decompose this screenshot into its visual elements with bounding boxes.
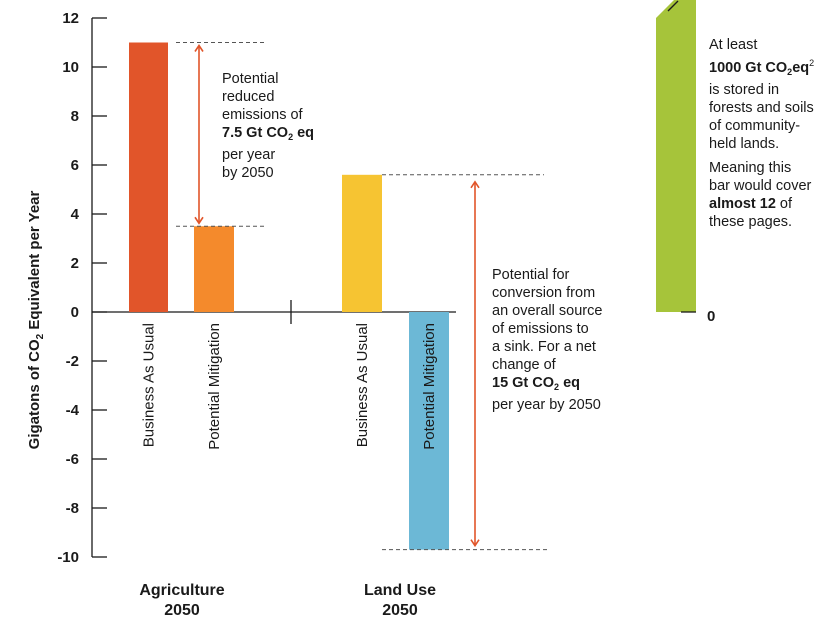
- bar-label: Potential Mitigation: [206, 323, 223, 450]
- side-bar-zero-label: 0: [707, 308, 715, 325]
- y-tick-label: -4: [66, 402, 80, 419]
- y-tick-label: 8: [71, 108, 79, 125]
- y-tick-label: 4: [71, 206, 80, 223]
- land-use-annotation: Potential for conversion from an overall…: [492, 267, 603, 413]
- arrow-head-top: [194, 44, 204, 52]
- bar-label: Business As Usual: [141, 323, 158, 447]
- arrow-agriculture: [194, 44, 204, 225]
- group-label-land-use: Land Use 2050: [363, 582, 436, 619]
- y-tick-label: -2: [66, 353, 79, 370]
- side-annotation: At least 1000 Gt CO2eq2 is stored in for…: [709, 37, 815, 230]
- bar: [194, 226, 234, 312]
- group-label-agriculture: Agriculture 2050: [139, 582, 225, 619]
- side-bar: 0: [656, 0, 715, 325]
- y-tick-label: -6: [66, 451, 79, 468]
- bar: [409, 312, 449, 550]
- y-tick-label: -8: [66, 500, 79, 517]
- y-tick-label: 0: [71, 304, 79, 321]
- arrow-head-bottom: [194, 216, 204, 225]
- y-tick-label: 10: [62, 59, 79, 76]
- y-tick-label: 2: [71, 255, 79, 272]
- y-tick-label: -10: [57, 549, 79, 566]
- agriculture-annotation: Potential reduced emissions of 7.5 Gt CO…: [222, 71, 315, 181]
- side-bar-edge: [667, 0, 679, 12]
- bar-label: Business As Usual: [354, 323, 371, 447]
- y-tick-label: 12: [62, 10, 79, 27]
- guides: [176, 42, 550, 551]
- arrow-head-top: [470, 180, 480, 189]
- bar: [129, 42, 168, 312]
- bar-label: Potential Mitigation: [421, 323, 438, 450]
- bar-labels: Business As Usual Potential Mitigation Bus…: [141, 323, 439, 450]
- y-axis-ticks: -10 -8 -6 -4 -2 0 2 4 6 8 10 12: [57, 10, 107, 566]
- arrow-head-bottom: [470, 539, 480, 548]
- bars: [129, 42, 449, 550]
- y-axis-label: Gigatons of CO2 Equivalent per Year: [26, 190, 46, 449]
- side-bar-fill: [656, 0, 696, 312]
- y-tick-label: 6: [71, 157, 79, 174]
- bar: [342, 174, 382, 312]
- arrow-land-use: [470, 180, 480, 548]
